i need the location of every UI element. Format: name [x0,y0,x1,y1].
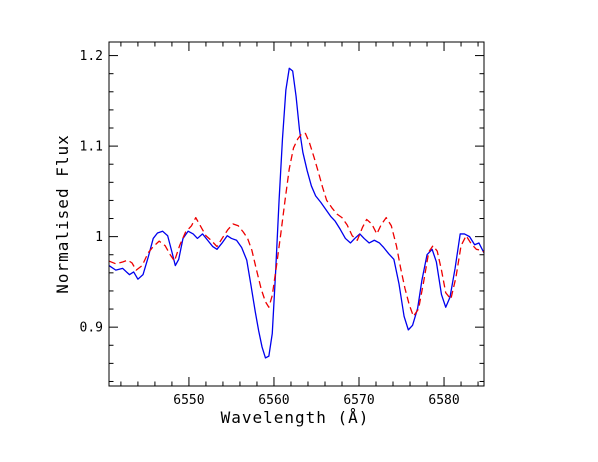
ticks-layer [109,42,484,386]
y-tick-label: 0.9 [80,321,103,336]
y-tick-label: 1.2 [80,49,103,64]
y-tick-label: 1 [95,230,103,245]
x-tick-label: 6570 [343,393,374,408]
series-line-2 [109,132,484,317]
x-tick-label: 6560 [258,393,289,408]
x-tick-label: 6550 [173,393,204,408]
y-tick-label: 1.1 [80,140,103,155]
series-line-1 [109,67,484,359]
x-axis-label: Wavelength (Å) [221,408,370,427]
y-axis-label: Normalised Flux [53,134,72,294]
tick-labels-layer: 6550 6560 6570 6580 0.9 1 1.1 1.2 [80,49,460,408]
plot-frame [108,41,485,387]
x-tick-label: 6580 [428,393,459,408]
series-layer [109,67,484,359]
